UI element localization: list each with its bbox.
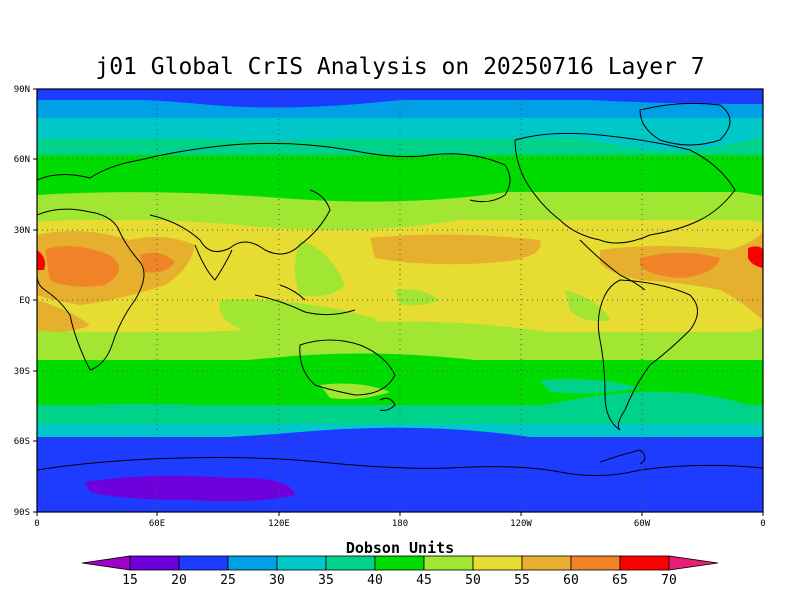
graticule [37, 89, 763, 512]
lon-label-0-end: 0 [760, 519, 765, 529]
colorbar-tick-label: 15 [122, 573, 138, 588]
colorbar-tick-label: 45 [416, 573, 432, 588]
colorbar-swatch [325, 555, 376, 571]
lon-label-60e: 60E [149, 519, 165, 529]
colorbar: 15 20 25 30 35 40 45 50 55 60 65 70 [81, 555, 719, 588]
ozone-field [37, 89, 763, 512]
lon-label-120e: 120E [268, 519, 290, 529]
lat-label-30s: 30S [14, 367, 30, 377]
colorbar-swatch [374, 555, 425, 571]
colorbar-tick-label: 20 [171, 573, 187, 588]
lat-label-90n: 90N [14, 85, 30, 95]
lat-label-60n: 60N [14, 155, 30, 165]
coastlines [37, 102, 763, 477]
lat-label-90s: 90S [14, 508, 30, 518]
colorbar-swatch [178, 555, 229, 571]
colorbar-swatch [472, 555, 523, 571]
colorbar-tick-label: 50 [465, 573, 481, 588]
colorbar-swatch [227, 555, 278, 571]
lon-label-60w: 60W [634, 519, 651, 529]
lat-label-eq: EQ [19, 296, 30, 306]
colorbar-swatch [570, 555, 621, 571]
colorbar-swatch [276, 555, 327, 571]
colorbar-high-arrow [668, 555, 719, 571]
colorbar-swatch [521, 555, 572, 571]
colorbar-tick-label: 30 [269, 573, 285, 588]
lat-label-60s: 60S [14, 437, 30, 447]
lat-label-30n: 30N [14, 226, 30, 236]
colorbar-tick-label: 65 [612, 573, 628, 588]
colorbar-title: Dobson Units [346, 539, 454, 557]
colorbar-tick-label: 55 [514, 573, 530, 588]
lon-label-0: 0 [34, 519, 39, 529]
colorbar-swatch [619, 555, 670, 571]
lon-label-180: 180 [392, 519, 408, 529]
map-title: j01 Global CrIS Analysis on 20250716 Lay… [95, 54, 705, 80]
colorbar-tick-label: 35 [318, 573, 334, 588]
colorbar-tick-label: 60 [563, 573, 579, 588]
colorbar-tick-label: 40 [367, 573, 383, 588]
colorbar-low-arrow [81, 555, 131, 571]
colorbar-tick-label: 25 [220, 573, 236, 588]
colorbar-swatch [129, 555, 180, 571]
colorbar-tick-label: 70 [661, 573, 677, 588]
lon-label-120w: 120W [510, 519, 532, 529]
colorbar-swatch [423, 555, 474, 571]
